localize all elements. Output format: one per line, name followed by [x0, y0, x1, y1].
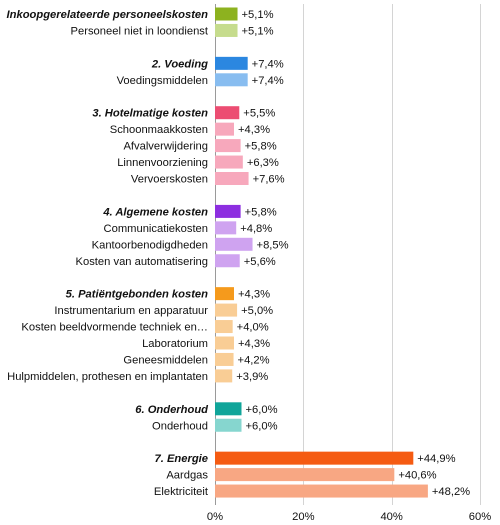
category-label: Vervoerskosten	[131, 174, 208, 186]
bar-group-total	[215, 402, 242, 416]
data-label: +5,6%	[244, 256, 276, 268]
category-label: Aardgas	[166, 470, 208, 482]
data-label: +48,2%	[432, 486, 470, 498]
data-label: +5,1%	[242, 9, 274, 21]
category-label: Instrumentarium en apparatuur	[54, 305, 208, 317]
value-labels: +5,1% +5,1% +7,4% +7,4% +5,5% +4,3% +5,8% +6,3%…	[236, 9, 470, 498]
data-label: +5,8%	[245, 141, 277, 153]
x-tick-label: 60%	[469, 511, 491, 523]
category-label: Elektriciteit	[154, 486, 209, 498]
data-label: +3,9%	[236, 371, 268, 383]
category-label: Onderhoud	[152, 420, 208, 432]
x-tick-label: 20%	[292, 511, 314, 523]
data-label: +4,3%	[238, 338, 270, 350]
bar-subcategory	[215, 254, 240, 268]
category-label: Schoonmaakkosten	[110, 124, 208, 136]
bar-subcategory	[215, 320, 233, 334]
bar-group-total	[215, 287, 234, 301]
data-label: +4,0%	[237, 322, 269, 334]
group-heading-label: 5. Patiëntgebonden kosten	[66, 289, 209, 301]
category-label: Voedingsmiddelen	[117, 75, 208, 87]
bar-group-total	[215, 56, 248, 70]
bar-subcategory	[215, 468, 395, 482]
x-axis: 0% 20% 40% 60%	[207, 511, 491, 523]
category-label: Laboratorium	[142, 338, 208, 350]
bar-group-total	[215, 451, 414, 465]
bar-subcategory	[215, 352, 234, 366]
category-labels: Inkoopgerelateerde personeelskosten Perso…	[7, 9, 210, 498]
data-label: +5,0%	[241, 305, 273, 317]
bar-subcategory	[215, 484, 428, 498]
x-tick-label: 0%	[207, 511, 223, 523]
bar-subcategory	[215, 237, 253, 251]
category-label: Geneesmiddelen	[123, 354, 208, 366]
data-label: +4,3%	[238, 124, 270, 136]
x-tick-label: 40%	[380, 511, 402, 523]
group-heading-label: 7. Energie	[155, 453, 208, 465]
data-label: +4,3%	[238, 289, 270, 301]
data-label: +5,1%	[242, 25, 274, 37]
data-label: +8,5%	[257, 239, 289, 251]
group-heading-label: 6. Onderhoud	[135, 404, 209, 416]
category-label: Hulpmiddelen, prothesen en implantaten	[7, 371, 208, 383]
data-label: +4,8%	[240, 223, 272, 235]
category-label: Kosten van automatisering	[76, 256, 208, 268]
category-label: Communicatiekosten	[104, 223, 208, 235]
data-label: +6,3%	[247, 157, 279, 169]
category-label: Kantoorbenodigdheden	[92, 239, 208, 251]
data-label: +5,8%	[245, 206, 277, 218]
bar-subcategory	[215, 303, 238, 317]
bar-subcategory	[215, 172, 249, 185]
data-label: +4,2%	[238, 354, 270, 366]
bar-subcategory	[215, 336, 234, 350]
bar-subcategory	[215, 23, 238, 37]
data-label: +6,0%	[246, 404, 278, 416]
data-label: +6,0%	[246, 420, 278, 432]
bars	[215, 7, 428, 498]
bar-subcategory	[215, 418, 242, 432]
data-label: +7,6%	[253, 174, 285, 186]
data-label: +7,4%	[252, 75, 284, 87]
data-label: +44,9%	[417, 453, 455, 465]
category-label: Linnenvoorziening	[117, 157, 208, 169]
data-label: +40,6%	[398, 470, 436, 482]
category-label: Kosten beeldvormende techniek en…	[21, 322, 208, 334]
bar-group-total	[215, 106, 240, 120]
bar-subcategory	[215, 122, 234, 136]
bar-subcategory	[215, 155, 243, 169]
group-heading-label: 2. Voeding	[151, 58, 208, 70]
data-label: +7,4%	[252, 58, 284, 70]
data-label: +5,5%	[243, 108, 275, 120]
category-label: Afvalverwijdering	[123, 141, 208, 153]
bar-subcategory	[215, 139, 241, 153]
bar-subcategory	[215, 369, 233, 383]
bar-subcategory	[215, 73, 248, 87]
group-heading-label: Inkoopgerelateerde personeelskosten	[7, 9, 209, 21]
bar-group-total	[215, 204, 241, 218]
group-heading-label: 3. Hotelmatige kosten	[92, 108, 208, 120]
bar-subcategory	[215, 221, 237, 235]
category-label: Personeel niet in loondienst	[71, 25, 209, 37]
bar-group-total	[215, 7, 238, 21]
group-heading-label: 4. Algemene kosten	[102, 206, 208, 218]
